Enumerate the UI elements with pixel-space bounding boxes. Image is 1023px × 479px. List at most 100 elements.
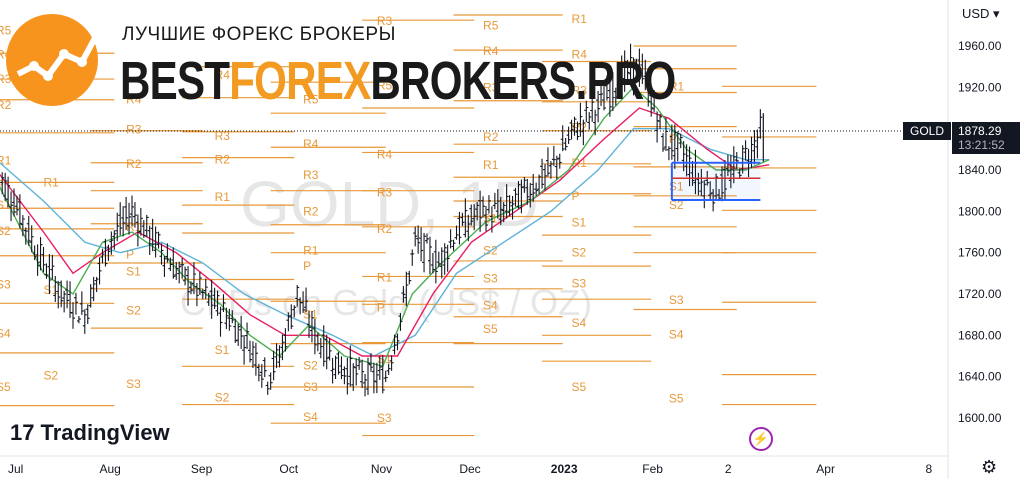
pivot-label: R1 (377, 270, 393, 284)
pivot-label: R2 (303, 204, 319, 218)
pivot-label: R4 (0, 47, 12, 61)
y-tick-label: 1640.00 (958, 370, 1002, 384)
pivot-label: S2 (303, 358, 318, 372)
pivot-label: P (303, 259, 311, 273)
pivot-label: R1 (0, 154, 12, 168)
brand-name: BESTFOREXBROKERS.PRO (120, 50, 676, 112)
time-axis[interactable]: Jul Aug Sep Oct Nov Dec 2023 Feb 2 Apr 8 (8, 462, 932, 476)
pivot-label: S4 (483, 298, 498, 312)
pivot-points-indicator: R5R4R3R2R1PS1S2S3S4S5R1S1S2R4R3R2R1PS1S2… (0, 12, 817, 437)
pivot-label: R2 (215, 153, 231, 167)
price-axis[interactable]: 1960.001920.001880.001840.001800.001760.… (958, 39, 1002, 425)
pivot-label: R4 (215, 68, 231, 82)
x-tick-label: Sep (191, 462, 213, 476)
y-tick-label: 1680.00 (958, 328, 1002, 342)
pivot-label: S3 (126, 377, 141, 391)
pivot-label: S1 (483, 212, 498, 226)
x-tick-label: 8 (925, 462, 932, 476)
brand-name-part1: BEST (120, 51, 230, 111)
pivot-label: S4 (303, 410, 318, 424)
pivot-label: R3 (377, 14, 393, 28)
pivot-label: R2 (126, 157, 142, 171)
pivot-label: R1 (303, 244, 319, 258)
y-tick-label: 1920.00 (958, 80, 1002, 94)
x-tick-label: Feb (642, 462, 663, 476)
pivot-label: P (669, 132, 677, 146)
pivot-label: R3 (483, 80, 499, 94)
pivot-label: R4 (572, 47, 588, 61)
symbol-price-label: GOLD (903, 122, 952, 140)
lightning-icon[interactable]: ⚡ (749, 427, 773, 451)
pivot-label: S3 (0, 278, 11, 292)
pivot-label: S1 (572, 216, 587, 230)
pivot-label: R5 (0, 24, 12, 38)
gear-icon[interactable]: ⚙ (981, 457, 998, 477)
chart-logo-icon (6, 14, 99, 106)
pivot-label: R4 (377, 148, 393, 162)
tradingview-wordmark: TradingView (40, 420, 170, 445)
pivot-label: R5 (377, 78, 393, 92)
pivot-label: R1 (215, 190, 231, 204)
brand-tagline: ЛУЧШИЕ ФОРЕКС БРОКЕРЫ (122, 24, 396, 45)
pivot-label: S1 (0, 198, 11, 212)
x-tick-label: 2 (725, 462, 732, 476)
pivot-label: S2 (215, 390, 230, 404)
consolidation-box[interactable] (670, 161, 761, 201)
y-tick-label: 1720.00 (958, 287, 1002, 301)
pivot-label: S3 (483, 272, 498, 286)
pivot-label: S2 (44, 369, 59, 383)
pivot-label: R1 (669, 79, 685, 93)
currency-selector[interactable]: USD ▾ (962, 6, 1000, 21)
y-tick-label: 1960.00 (958, 39, 1002, 53)
pivot-label: S1 (215, 343, 230, 357)
brand-name-part2: BROKERS.PRO (370, 51, 676, 111)
pivot-label: S2 (126, 304, 141, 318)
pivot-label: R3 (215, 129, 231, 143)
pivot-label: S3 (669, 293, 684, 307)
pivot-label: S5 (0, 380, 11, 394)
pivot-label: R1 (483, 158, 499, 172)
pivot-label: S3 (377, 411, 392, 425)
x-tick-label: Oct (279, 462, 298, 476)
x-tick-label: Dec (459, 462, 480, 476)
pivot-label: S1 (44, 283, 59, 297)
last-price-label: 1878.29 13:21:52 (952, 122, 1020, 154)
pivot-label: R5 (483, 18, 499, 32)
pivot-label: P (126, 248, 134, 262)
pivot-label: S1 (126, 264, 141, 278)
y-tick-label: 1840.00 (958, 163, 1002, 177)
y-tick-label: 1760.00 (958, 246, 1002, 260)
ohlc-bars (0, 43, 764, 397)
brand-name-accent: FOREX (229, 51, 371, 111)
pivot-label: S1 (303, 308, 318, 322)
pivot-label: S4 (572, 316, 587, 330)
pivot-label: R3 (303, 168, 319, 182)
tradingview-mark-icon: 17 (10, 420, 35, 445)
brand-logo (4, 6, 100, 110)
pivot-label: S5 (572, 380, 587, 394)
pivot-label: S2 (572, 246, 587, 260)
x-tick-label: 2023 (551, 462, 578, 476)
box-fill (671, 162, 761, 200)
pivot-label: S2 (0, 224, 11, 238)
pivot-label: R4 (126, 93, 142, 107)
pivot-label: S2 (669, 198, 684, 212)
pivot-label: R1 (44, 175, 60, 189)
pivot-label: R1 (572, 12, 588, 26)
pivot-label: R2 (0, 98, 12, 112)
last-price-value: 1878.29 (958, 124, 1002, 138)
y-tick-label: 1800.00 (958, 204, 1002, 218)
pivot-label: P (377, 300, 385, 314)
ma-mid-line (0, 107, 770, 357)
pivot-label: P (572, 189, 580, 203)
y-tick-label: 1600.00 (958, 411, 1002, 425)
pivot-label: R2 (483, 130, 499, 144)
x-tick-label: Apr (816, 462, 835, 476)
pivot-label: R4 (303, 137, 319, 151)
tradingview-logo[interactable]: 17 TradingView (10, 420, 170, 446)
pivot-label: R3 (377, 186, 393, 200)
pivot-label: S5 (483, 322, 498, 336)
pivot-label: S4 (0, 326, 11, 340)
pivot-label: S5 (669, 391, 684, 405)
